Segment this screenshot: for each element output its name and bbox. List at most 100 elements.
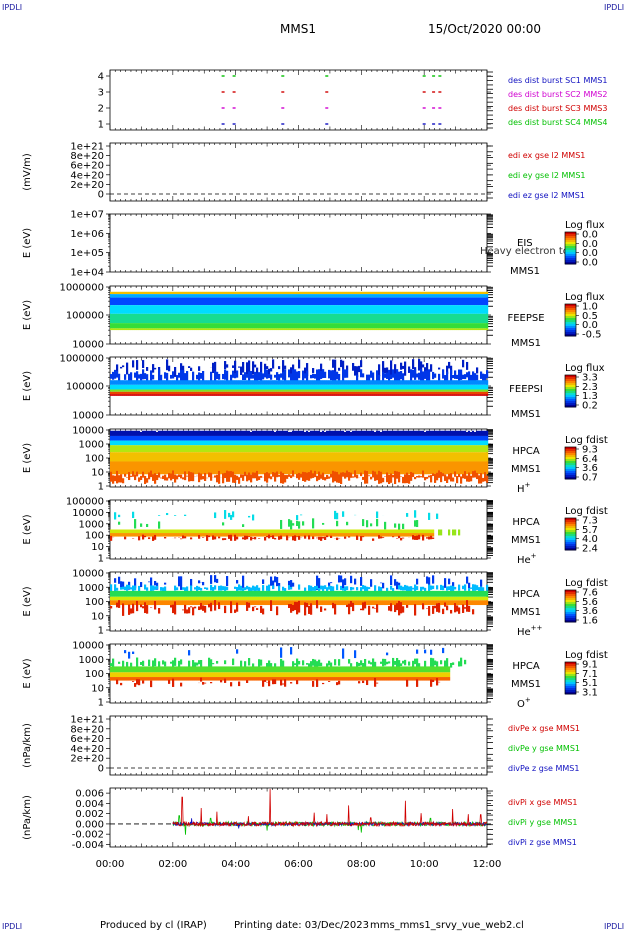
spectrogram-cell — [354, 440, 357, 446]
spectrogram-cell — [374, 452, 377, 462]
spectrogram-cell — [126, 362, 129, 375]
spectrogram-cell — [466, 313, 469, 324]
spectrogram-cell — [444, 394, 447, 396]
spectrogram-cell — [462, 291, 465, 295]
spectrogram-cell — [294, 394, 297, 396]
spectrogram-cell — [364, 470, 367, 484]
spectrogram-cell — [144, 445, 147, 453]
spectrogram-cell — [224, 305, 227, 314]
spectrogram-cell — [146, 367, 149, 371]
spectrogram-cell — [268, 391, 271, 395]
spectrogram-cell — [350, 461, 353, 475]
spectrogram-cell — [292, 445, 295, 453]
spectrogram-cell — [446, 391, 449, 395]
spectrogram-cell — [154, 440, 157, 446]
spectrogram-cell — [146, 435, 149, 441]
corner-label-top-left: IPDLI — [2, 3, 23, 12]
spectrogram-cell — [388, 430, 391, 436]
spectrogram-cell — [146, 384, 149, 390]
spectrogram-cell — [314, 297, 317, 306]
spectrogram-cell — [188, 297, 191, 306]
spectrogram-cell — [178, 294, 181, 298]
spectrogram-cell — [414, 440, 417, 446]
spectrogram-cell — [330, 452, 333, 462]
spectrogram-cell — [390, 297, 393, 306]
spectrogram-cell — [120, 394, 123, 396]
spectrogram-cell — [142, 394, 145, 396]
spectrogram-cell — [186, 323, 189, 329]
spectrogram-cell — [158, 305, 161, 314]
spectrogram-cell — [248, 452, 251, 462]
spectrogram-cell — [180, 323, 183, 329]
spectrogram-cell — [204, 430, 207, 436]
spectrogram-cell — [286, 389, 289, 392]
spectrogram-cell — [360, 360, 363, 368]
spectrogram-cell — [288, 369, 291, 378]
spectrogram-cell — [432, 440, 435, 446]
spectrogram-cell — [188, 394, 191, 396]
spectrogram-cell — [238, 477, 241, 484]
spectrogram-cell — [188, 391, 191, 395]
spectrogram-cell — [360, 394, 363, 396]
legend-entry: edi ex gse l2 MMS1 — [508, 151, 585, 160]
spectrogram-cell — [130, 380, 133, 385]
spectrogram-cell — [354, 366, 357, 376]
spectrogram-cell — [202, 445, 205, 453]
spectrogram-cell — [192, 323, 195, 329]
spectrogram-cell — [272, 391, 275, 395]
spectrogram-cell — [172, 291, 175, 295]
spectrogram-cell — [428, 369, 431, 382]
spectrogram-cell — [290, 461, 293, 475]
spectrogram-cell — [412, 291, 415, 295]
spectrogram-cell — [168, 440, 171, 446]
spectrogram-cell — [330, 294, 333, 298]
spectrogram-cell — [142, 297, 145, 306]
colorbar-swatch — [565, 405, 576, 408]
spectrogram-cell — [120, 297, 123, 306]
spectrogram-cell — [186, 305, 189, 314]
spectrogram-cell — [344, 391, 347, 395]
spectrogram-cell — [414, 313, 417, 324]
spectrogram-cell — [160, 394, 163, 396]
spectrogram-cell — [238, 440, 241, 446]
spectrogram-cell — [332, 370, 335, 383]
spectrogram-cell — [256, 323, 259, 329]
spectrogram-cell — [224, 380, 227, 385]
spectrogram-cell — [130, 461, 133, 475]
spectrogram-cell — [410, 297, 413, 306]
spectrogram-cell — [470, 328, 473, 331]
spectrogram-cell — [480, 323, 483, 329]
spectrogram-cell — [436, 440, 439, 446]
spectrogram-cell — [182, 384, 185, 390]
spectrogram-cell — [154, 367, 157, 370]
spectrogram-cell — [334, 305, 337, 314]
spectrogram-cell — [336, 452, 339, 462]
spectrogram-cell — [424, 370, 427, 379]
spectrogram-cell — [422, 391, 425, 395]
spectrogram-cell — [198, 305, 201, 314]
spectrogram-cell — [222, 380, 225, 385]
spectrogram-cell — [182, 430, 185, 436]
spectrogram-cell — [478, 380, 481, 385]
spectrogram-cell — [182, 477, 185, 480]
spectrogram-cell — [342, 360, 345, 376]
spectrogram-cell — [238, 294, 241, 298]
spectrogram-cell — [474, 389, 477, 392]
spectrogram-cell — [228, 380, 231, 385]
spectrogram-cell — [432, 297, 435, 306]
spectrogram-cell — [226, 470, 229, 482]
spectrogram-cell — [392, 384, 395, 390]
spectrogram-cell — [202, 461, 205, 475]
spectrogram-cell — [114, 369, 117, 379]
spectrogram-cell — [462, 391, 465, 395]
spectrogram-cell — [130, 372, 133, 381]
spectrogram-cell — [322, 472, 325, 480]
spectrogram-cell — [372, 297, 375, 306]
spectrogram-cell — [406, 380, 409, 385]
spectrogram-cell — [140, 440, 143, 446]
spectrogram-cell — [316, 297, 319, 306]
spectrogram-cell — [268, 374, 271, 379]
spectrogram-cell — [288, 389, 291, 392]
spectrogram-cell — [170, 380, 173, 385]
spectrogram-cell — [380, 435, 383, 441]
